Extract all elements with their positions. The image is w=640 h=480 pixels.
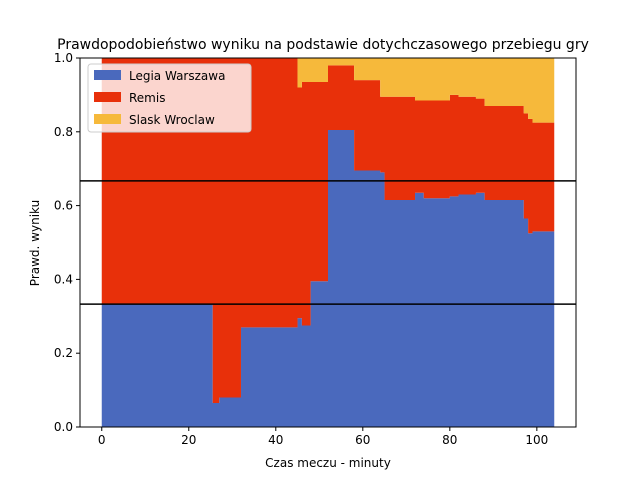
- x-tick-label-3: 60: [355, 433, 370, 447]
- legend-label-0: Legia Warszawa: [129, 69, 225, 83]
- chart-title: Prawdopodobieństwo wyniku na podstawie d…: [57, 37, 589, 53]
- legend-box: [87, 63, 252, 133]
- x-tick-label-2: 40: [268, 433, 283, 447]
- plot-area: 0 20 40 60 80 100 0.0 0.2 0.4 0.6 0.8 1.0 Legia Wars…: [54, 51, 577, 447]
- legend-label-2: Slask Wroclaw: [129, 113, 215, 127]
- y-tick-label-2: 0.4: [54, 272, 73, 286]
- y-tick-label-4: 0.8: [54, 125, 73, 139]
- y-axis-label: Prawd. wyniku: [28, 200, 42, 286]
- plot-frame: [79, 57, 577, 428]
- legend-label-1: Remis: [129, 91, 165, 105]
- legend-swatch-2: [94, 114, 121, 124]
- y-tick-label-0: 0.0: [54, 420, 73, 434]
- legend-swatch-0: [94, 70, 121, 80]
- x-axis-label: Czas meczu - minuty: [265, 456, 391, 470]
- x-tick-label-1: 20: [181, 433, 196, 447]
- y-tick-label-3: 0.6: [54, 199, 73, 213]
- y-tick-label-1: 0.2: [54, 346, 73, 360]
- series-area-2: [101, 58, 555, 123]
- legend-swatch-1: [94, 92, 121, 102]
- series-area-1: [101, 58, 555, 404]
- x-tick-label-5: 100: [525, 433, 548, 447]
- y-tick-label-5: 1.0: [54, 51, 73, 65]
- x-tick-label-0: 0: [98, 433, 106, 447]
- x-tick-label-4: 80: [442, 433, 457, 447]
